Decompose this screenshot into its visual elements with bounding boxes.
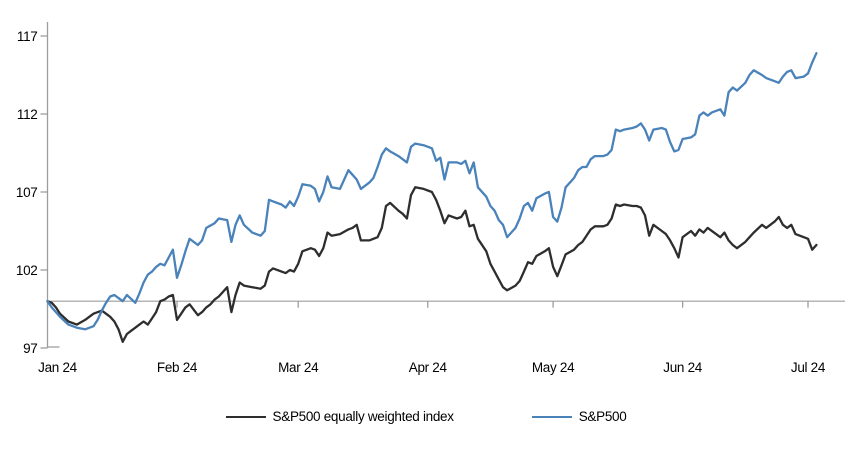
legend-label: S&P500 — [578, 409, 627, 424]
y-tick-label: 117 — [17, 29, 38, 44]
legend-line-sample — [225, 415, 266, 418]
chart-legend: S&P500 equally weighted index S&P500 — [0, 409, 852, 424]
x-tick-label: Mar 24 — [278, 360, 319, 375]
x-tick-label: May 24 — [532, 360, 575, 375]
legend-item-equal-weight: S&P500 equally weighted index — [225, 409, 454, 424]
x-tick-label: Jul 24 — [791, 360, 826, 375]
legend-line-sample — [531, 415, 572, 418]
y-tick-label: 107 — [16, 185, 38, 200]
x-tick-label: Feb 24 — [157, 360, 198, 375]
y-tick-label: 97 — [23, 341, 37, 356]
series-line-sp500 — [46, 52, 818, 331]
chart-canvas: 97 102 107 112 117 Jan 24 Feb 24 Mar 24 Apr 24 Ma… — [16, 22, 845, 375]
y-tick-label: 102 — [16, 263, 38, 278]
legend-label: S&P500 equally weighted index — [272, 409, 454, 424]
x-tick-label: Jun 24 — [663, 360, 703, 375]
series-line-equal-weight — [46, 186, 818, 343]
x-tick-label: Jan 24 — [38, 360, 78, 375]
x-tick-label: Apr 24 — [409, 360, 448, 375]
y-tick-label: 112 — [17, 107, 38, 122]
legend-item-sp500: S&P500 — [531, 409, 627, 424]
